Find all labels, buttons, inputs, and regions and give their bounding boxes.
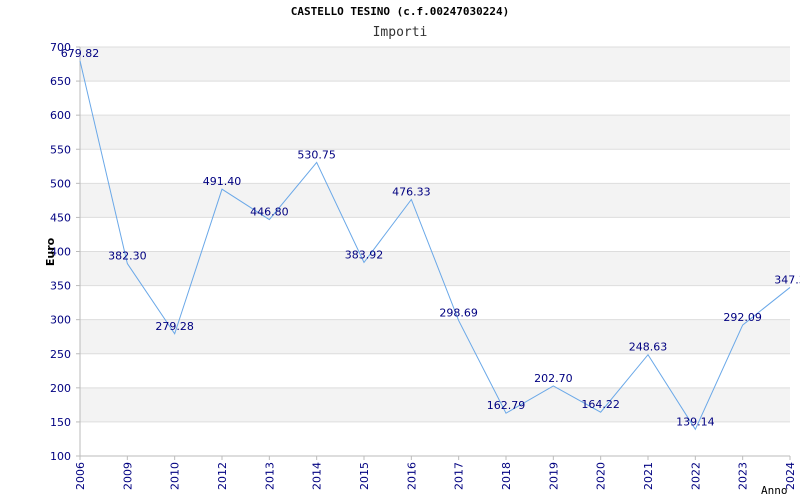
data-label: 292.09 [723, 311, 762, 324]
x-tick-label: 2013 [263, 462, 276, 490]
data-label: 279.28 [155, 320, 194, 333]
data-label: 162.79 [487, 399, 526, 412]
grid-band [80, 217, 790, 252]
x-tick-label: 2015 [358, 462, 371, 490]
y-tick-label: 550 [50, 143, 71, 156]
grid-band [80, 251, 790, 286]
data-label: 679.82 [61, 47, 100, 60]
x-tick-label: 2016 [405, 462, 418, 490]
y-tick-label: 400 [50, 246, 71, 259]
y-tick-label: 250 [50, 348, 71, 361]
y-tick-label: 500 [50, 177, 71, 190]
x-tick-label: 2006 [74, 462, 87, 490]
y-tick-label: 650 [50, 75, 71, 88]
x-tick-label: 2012 [216, 462, 229, 490]
series-line [79, 60, 791, 431]
data-label: 446.80 [250, 206, 289, 219]
x-tick-label: 2021 [642, 462, 655, 490]
x-tick-label: 2019 [547, 462, 560, 490]
grid-band [80, 183, 790, 218]
data-label: 248.63 [629, 341, 668, 354]
x-tick-label: 2009 [121, 462, 134, 490]
y-tick-label: 350 [50, 280, 71, 293]
y-tick-label: 700 [50, 41, 71, 54]
y-tick-label: 300 [50, 314, 71, 327]
x-tick-label: 2014 [311, 462, 324, 490]
grid-band [80, 115, 790, 150]
y-tick-label: 100 [50, 450, 71, 463]
x-tick-label: 2017 [453, 462, 466, 490]
x-tick-label: 2010 [169, 462, 182, 490]
data-label: 347.3 [774, 273, 800, 286]
data-label: 139.14 [676, 415, 715, 428]
chart-title: CASTELLO TESINO (c.f.00247030224) [290, 5, 510, 18]
grid-band [80, 421, 790, 456]
grid-band [80, 353, 790, 388]
x-tick-label: 2020 [595, 462, 608, 490]
data-label: 530.75 [297, 148, 336, 161]
grid-band [80, 387, 790, 422]
data-label: 164.22 [581, 398, 620, 411]
x-tick-label: 2024 [784, 462, 797, 490]
x-axis-label: Anno [761, 484, 788, 497]
y-axis-label: Euro [44, 237, 57, 266]
x-tick-label: 2018 [500, 462, 513, 490]
y-tick-label: 450 [50, 211, 71, 224]
data-label: 383.92 [345, 248, 384, 261]
grid-band [80, 47, 790, 82]
grid-band [80, 81, 790, 116]
y-tick-label: 200 [50, 382, 71, 395]
grid-band [80, 319, 790, 354]
y-tick-label: 150 [50, 416, 71, 429]
data-label: 476.33 [392, 185, 431, 198]
grid-band [80, 149, 790, 184]
y-tick-label: 600 [50, 109, 71, 122]
data-label: 382.30 [108, 250, 147, 263]
x-tick-label: 2023 [737, 462, 750, 490]
data-label: 298.69 [439, 307, 478, 320]
data-label: 202.70 [534, 372, 573, 385]
grid-band [80, 285, 790, 320]
data-label: 491.40 [203, 175, 242, 188]
x-tick-label: 2022 [689, 462, 702, 490]
chart-subtitle: Importi [372, 25, 428, 40]
